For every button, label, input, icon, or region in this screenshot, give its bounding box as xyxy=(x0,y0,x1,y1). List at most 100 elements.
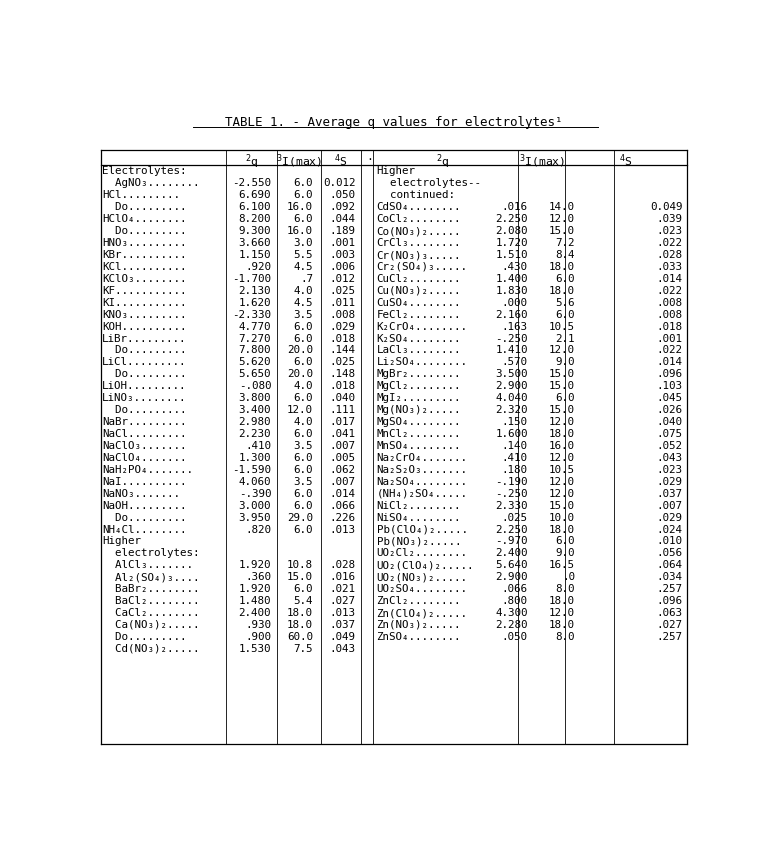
Text: KNO₃.........: KNO₃......... xyxy=(102,309,187,320)
Text: 12.0: 12.0 xyxy=(287,405,313,415)
Text: .003: .003 xyxy=(329,250,356,260)
Text: .017: .017 xyxy=(329,417,356,427)
Text: NaCl.........: NaCl......... xyxy=(102,429,187,439)
Text: 16.0: 16.0 xyxy=(287,202,313,212)
Text: MnCl₂........: MnCl₂........ xyxy=(376,429,461,439)
Text: continued:: continued: xyxy=(376,190,455,200)
Text: .022: .022 xyxy=(657,345,683,355)
Text: 2.1: 2.1 xyxy=(555,333,575,343)
Text: 12.0: 12.0 xyxy=(549,488,575,498)
Text: MgSO₄........: MgSO₄........ xyxy=(376,417,461,427)
Text: KBr..........: KBr.......... xyxy=(102,250,187,260)
Text: 6.0: 6.0 xyxy=(293,500,313,510)
Text: .027: .027 xyxy=(657,619,683,630)
Text: .257: .257 xyxy=(657,584,683,594)
Text: 7.2: 7.2 xyxy=(555,238,575,248)
Text: -.250: -.250 xyxy=(495,488,528,498)
Text: 16.5: 16.5 xyxy=(549,560,575,570)
Text: ZnSO₄........: ZnSO₄........ xyxy=(376,631,461,642)
Text: 4.0: 4.0 xyxy=(293,381,313,391)
Text: .034: .034 xyxy=(657,572,683,582)
Text: -.190: -.190 xyxy=(495,476,528,486)
Text: BaCl₂........: BaCl₂........ xyxy=(102,596,200,606)
Text: UO₂Cl₂........: UO₂Cl₂........ xyxy=(376,548,468,558)
Text: Mg(NO₃)₂.....: Mg(NO₃)₂..... xyxy=(376,405,461,415)
Text: $^3$I(max): $^3$I(max) xyxy=(276,153,322,170)
Text: Pb(NO₃)₂.....: Pb(NO₃)₂..... xyxy=(376,536,461,546)
Text: CaCl₂........: CaCl₂........ xyxy=(102,607,200,618)
Text: .001: .001 xyxy=(657,333,683,343)
Text: 9.0: 9.0 xyxy=(555,357,575,367)
Text: .052: .052 xyxy=(657,440,683,451)
Text: 60.0: 60.0 xyxy=(287,631,313,642)
Text: .410: .410 xyxy=(245,440,271,451)
Text: .008: .008 xyxy=(657,297,683,308)
Text: Co(NO₃)₂.....: Co(NO₃)₂..... xyxy=(376,226,461,236)
Text: 7.800: 7.800 xyxy=(239,345,271,355)
Text: .033: .033 xyxy=(657,262,683,272)
Text: .140: .140 xyxy=(502,440,528,451)
Text: 16.0: 16.0 xyxy=(287,226,313,236)
Text: Do.........: Do......... xyxy=(102,202,187,212)
Text: 2.400: 2.400 xyxy=(239,607,271,618)
Text: .040: .040 xyxy=(329,393,356,403)
Text: .180: .180 xyxy=(502,464,528,475)
Text: HNO₃.........: HNO₃......... xyxy=(102,238,187,248)
Text: 1.920: 1.920 xyxy=(239,560,271,570)
Text: 2.330: 2.330 xyxy=(495,500,528,510)
Text: Cr(NO₃)₃.....: Cr(NO₃)₃..... xyxy=(376,250,461,260)
Text: .007: .007 xyxy=(329,440,356,451)
Text: 4.5: 4.5 xyxy=(293,297,313,308)
Text: -1.590: -1.590 xyxy=(232,464,271,475)
Text: .049: .049 xyxy=(329,631,356,642)
Text: 15.0: 15.0 xyxy=(549,405,575,415)
Text: .007: .007 xyxy=(657,500,683,510)
Text: 6.0: 6.0 xyxy=(293,584,313,594)
Text: AlCl₃.......: AlCl₃....... xyxy=(102,560,194,570)
Text: 15.0: 15.0 xyxy=(549,500,575,510)
Text: 7.270: 7.270 xyxy=(239,333,271,343)
Text: 1.600: 1.600 xyxy=(495,429,528,439)
Text: 4.300: 4.300 xyxy=(495,607,528,618)
Text: 12.0: 12.0 xyxy=(549,214,575,224)
Text: $^2$q: $^2$q xyxy=(245,153,259,170)
Text: 1.720: 1.720 xyxy=(495,238,528,248)
Text: .189: .189 xyxy=(329,226,356,236)
Text: $^4$S: $^4$S xyxy=(334,153,348,169)
Text: .025: .025 xyxy=(329,285,356,296)
Text: 18.0: 18.0 xyxy=(287,607,313,618)
Text: KI...........: KI........... xyxy=(102,297,187,308)
Text: NaClO₄.......: NaClO₄....... xyxy=(102,452,187,463)
Text: MgI₂.........: MgI₂......... xyxy=(376,393,461,403)
Text: .037: .037 xyxy=(329,619,356,630)
Text: 2.280: 2.280 xyxy=(495,619,528,630)
Text: .016: .016 xyxy=(502,202,528,212)
Text: UO₂(NO₃)₂.....: UO₂(NO₃)₂..... xyxy=(376,572,468,582)
Text: $^2$q: $^2$q xyxy=(436,153,449,170)
Text: Do.........: Do......... xyxy=(102,405,187,415)
Text: .043: .043 xyxy=(657,452,683,463)
Text: 29.0: 29.0 xyxy=(287,512,313,522)
Text: Na₂SO₄........: Na₂SO₄........ xyxy=(376,476,468,486)
Text: 18.0: 18.0 xyxy=(549,619,575,630)
Text: .028: .028 xyxy=(657,250,683,260)
Text: 3.800: 3.800 xyxy=(239,393,271,403)
Text: KCl..........: KCl.......... xyxy=(102,262,187,272)
Text: 6.0: 6.0 xyxy=(293,429,313,439)
Text: LiOH.........: LiOH......... xyxy=(102,381,187,391)
Text: 6.0: 6.0 xyxy=(555,309,575,320)
Text: Al₂(SO₄)₃....: Al₂(SO₄)₃.... xyxy=(102,572,200,582)
Text: 0.012: 0.012 xyxy=(323,178,356,188)
Text: .022: .022 xyxy=(657,238,683,248)
Text: .144: .144 xyxy=(329,345,356,355)
Text: CuSO₄........: CuSO₄........ xyxy=(376,297,461,308)
Text: .029: .029 xyxy=(657,512,683,522)
Text: 6.0: 6.0 xyxy=(293,190,313,200)
Text: CdSO₄........: CdSO₄........ xyxy=(376,202,461,212)
Text: .027: .027 xyxy=(329,596,356,606)
Text: 1.300: 1.300 xyxy=(239,452,271,463)
Text: 2.230: 2.230 xyxy=(239,429,271,439)
Text: 7.5: 7.5 xyxy=(293,643,313,653)
Text: -2.330: -2.330 xyxy=(232,309,271,320)
Text: 3.0: 3.0 xyxy=(293,238,313,248)
